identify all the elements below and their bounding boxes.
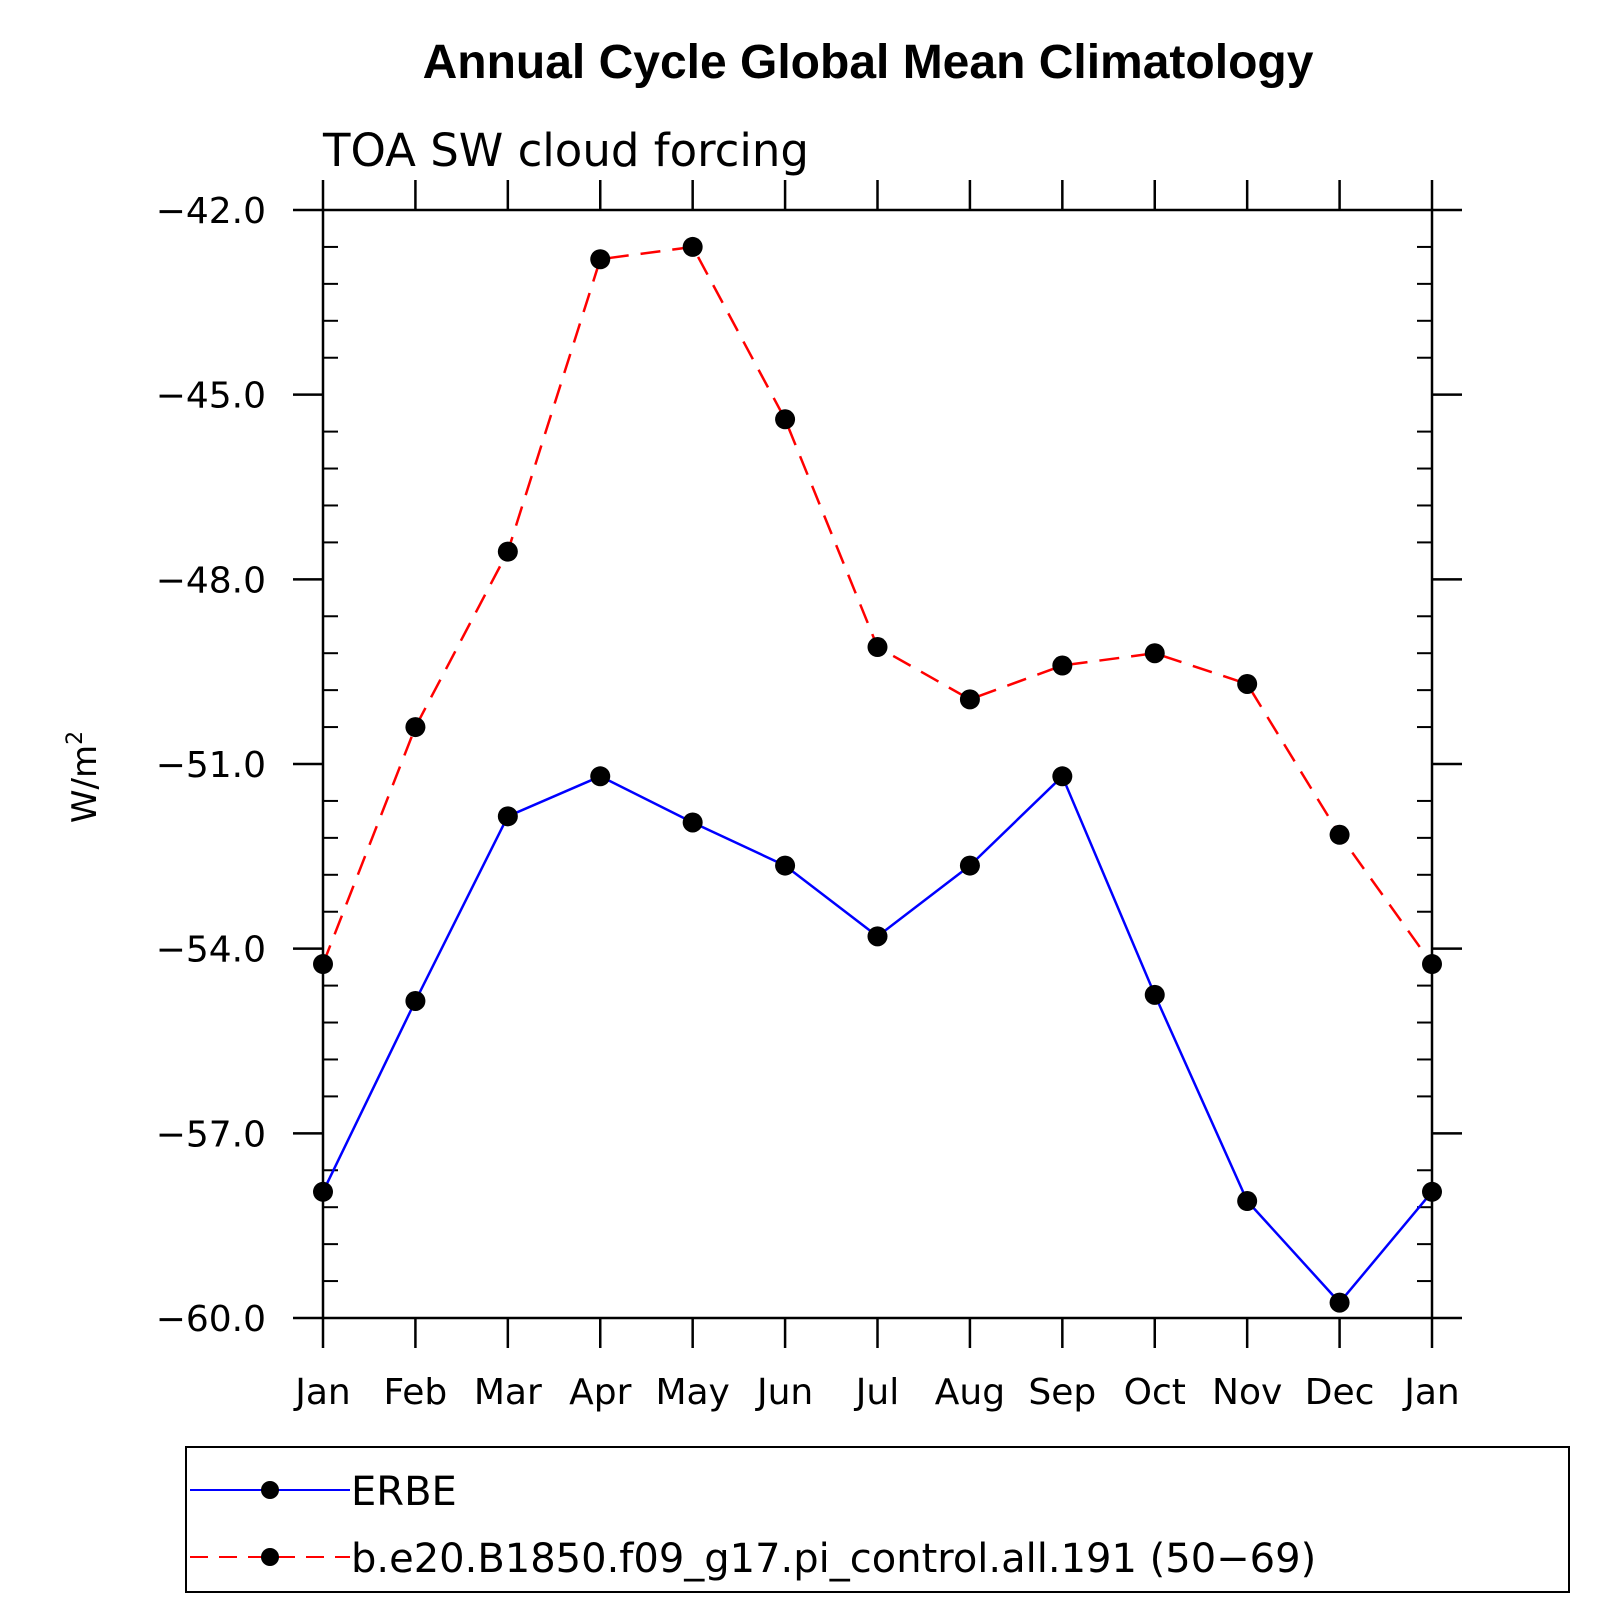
data-point-series-1 (405, 717, 426, 738)
data-point-series-1 (1329, 824, 1350, 845)
data-points (313, 236, 1442, 1313)
y-tick-label: −45.0 (156, 376, 266, 417)
data-point-series-1 (682, 236, 703, 257)
x-tick-label: Oct (1124, 1372, 1186, 1413)
y-axis-label: W/m2 (63, 731, 105, 823)
data-point-series-0 (497, 806, 518, 827)
data-point-series-0 (1329, 1292, 1350, 1313)
chart-subtitle: TOA SW cloud forcing (322, 124, 809, 177)
data-point-series-1 (1144, 643, 1165, 664)
legend-item-model: b.e20.B1850.f09_g17.pi_control.all.191 (… (190, 1536, 1316, 1582)
y-tick-label: −48.0 (156, 560, 266, 601)
x-tick-label: Feb (384, 1372, 448, 1413)
data-point-series-1 (1422, 954, 1442, 975)
data-point-series-1 (497, 541, 518, 562)
plot-frame (321, 208, 1434, 1320)
data-point-series-1 (313, 954, 333, 975)
legend-marker-model (261, 1548, 279, 1566)
series-line-1 (321, 245, 1434, 965)
y-tick-label: −54.0 (156, 930, 266, 971)
data-point-series-1 (775, 409, 796, 430)
legend-box (185, 1446, 1570, 1593)
y-tick-label: −51.0 (156, 745, 266, 786)
data-point-series-0 (590, 766, 611, 787)
data-point-series-0 (959, 855, 980, 876)
legend: ERBE b.e20.B1850.f09_g17.pi_control.all.… (185, 1446, 1570, 1593)
x-tick-label: Sep (1028, 1372, 1096, 1413)
x-tick-label: Mar (474, 1372, 542, 1413)
y-tick-label: −42.0 (156, 191, 266, 232)
x-tick-label: Jul (854, 1372, 899, 1413)
data-point-series-1 (867, 637, 888, 658)
data-point-series-1 (1052, 655, 1073, 676)
legend-item-erbe: ERBE (190, 1469, 457, 1515)
x-tick-label: Nov (1212, 1372, 1282, 1413)
axes: −42.0 −45.0 −48.0 −51.0 −54.0 −57.0 −60.0 Jan Fe… (156, 180, 1462, 1413)
chart-title: Annual Cycle Global Mean Climatology (423, 36, 1314, 89)
y-tick-label: −57.0 (156, 1114, 266, 1155)
data-point-series-1 (590, 249, 611, 270)
y-axis-label-exponent: 2 (63, 731, 88, 745)
y-tick-label: −60.0 (156, 1299, 266, 1340)
x-tick-label: Jun (755, 1372, 813, 1413)
legend-label-model: b.e20.B1850.f09_g17.pi_control.all.191 (… (351, 1536, 1316, 1582)
data-point-series-0 (1237, 1191, 1258, 1212)
x-tick-label: Jan (1402, 1372, 1460, 1413)
x-tick-label: Dec (1305, 1372, 1375, 1413)
data-point-series-0 (1422, 1181, 1442, 1202)
series-lines (321, 245, 1434, 1304)
data-point-series-0 (1052, 766, 1073, 787)
x-tick-label: May (655, 1372, 729, 1413)
y-axis-label-unit: W/m (65, 745, 105, 823)
legend-label-erbe: ERBE (351, 1469, 457, 1515)
data-point-series-0 (682, 812, 703, 833)
x-tick-label: Aug (935, 1372, 1005, 1413)
data-point-series-1 (959, 689, 980, 710)
data-point-series-0 (1144, 984, 1165, 1005)
legend-marker-erbe (261, 1481, 279, 1499)
data-point-series-0 (313, 1181, 333, 1202)
data-point-series-0 (775, 855, 796, 876)
x-tick-label: Jan (293, 1372, 351, 1413)
data-point-series-1 (1237, 673, 1258, 694)
series-line-0 (321, 775, 1433, 1304)
data-point-series-0 (867, 926, 888, 947)
x-tick-label: Apr (569, 1372, 631, 1413)
data-point-series-0 (405, 990, 426, 1011)
